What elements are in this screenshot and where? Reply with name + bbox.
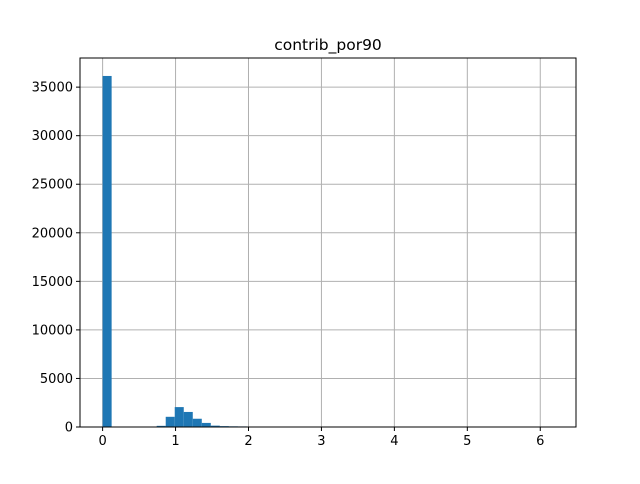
y-tick-label: 15000 bbox=[32, 275, 73, 290]
x-tick-label: 2 bbox=[244, 434, 252, 449]
y-axis: 0 5000 10000 15000 20000 25000 30000 35000 bbox=[32, 81, 80, 436]
y-tick-label: 5000 bbox=[40, 372, 73, 387]
histogram-bar bbox=[184, 412, 193, 427]
plot-frame bbox=[80, 58, 576, 427]
chart-title: contrib_por90 bbox=[274, 36, 382, 55]
x-tick-label: 5 bbox=[463, 434, 471, 449]
histogram-bar bbox=[166, 417, 175, 427]
y-tick-label: 20000 bbox=[32, 226, 73, 241]
y-tick-label: 0 bbox=[65, 421, 73, 436]
x-tick-label: 3 bbox=[317, 434, 325, 449]
x-tick-label: 6 bbox=[536, 434, 544, 449]
histogram-bar bbox=[193, 419, 202, 427]
x-tick-label: 0 bbox=[98, 434, 106, 449]
grid-layer bbox=[80, 58, 576, 427]
y-tick-label: 30000 bbox=[32, 129, 73, 144]
x-tick-label: 4 bbox=[390, 434, 398, 449]
histogram-bar bbox=[175, 407, 184, 427]
x-axis: 0 1 2 3 4 5 6 bbox=[98, 427, 544, 449]
y-tick-label: 10000 bbox=[32, 323, 73, 338]
y-tick-label: 25000 bbox=[32, 178, 73, 193]
histogram-bar bbox=[103, 76, 112, 427]
y-tick-label: 35000 bbox=[32, 81, 73, 96]
bars-layer bbox=[103, 76, 328, 427]
histogram-bar bbox=[202, 423, 211, 427]
x-tick-label: 1 bbox=[171, 434, 179, 449]
